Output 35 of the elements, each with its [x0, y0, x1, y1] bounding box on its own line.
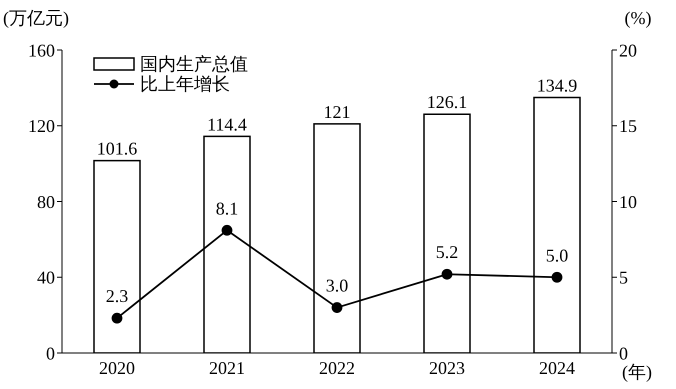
data-label: 134.9 — [536, 76, 578, 96]
point — [112, 312, 122, 324]
data-label: 126.1 — [426, 92, 468, 112]
y2-tick-label: 10 — [619, 192, 637, 212]
y2-tick-label: 0 — [619, 343, 628, 364]
y2-tick-label: 5 — [619, 268, 628, 288]
y-tick-label: 40 — [37, 268, 55, 288]
y-tick-label: 0 — [46, 343, 55, 364]
y-tick-label: 120 — [28, 116, 55, 136]
x-tick-label: 2021 — [209, 358, 245, 378]
x-tick-label: 2023 — [429, 358, 465, 378]
data-label: 2.3 — [106, 286, 128, 306]
point — [442, 268, 452, 280]
x-tick-label: 2024 — [539, 358, 575, 378]
data-label: 3.0 — [326, 276, 348, 296]
data-label: 5.0 — [546, 245, 568, 266]
y-tick-label: 80 — [37, 192, 55, 212]
y2-tick-label: 20 — [619, 40, 637, 60]
x-tick-label: 2020 — [99, 358, 135, 378]
point — [222, 224, 232, 236]
legend-label: 国内生产总值 — [140, 54, 248, 74]
data-label: 5.2 — [436, 242, 458, 262]
legend-label: 比上年增长 — [140, 74, 230, 94]
data-label: 121 — [324, 102, 350, 122]
x-axis-title: (年) — [622, 361, 652, 384]
y-axis-title: (万亿元) — [3, 8, 69, 28]
data-label: 8.1 — [216, 198, 238, 218]
point — [332, 302, 342, 313]
point — [552, 272, 562, 283]
y-tick-label: 160 — [28, 40, 55, 60]
y2-axis-title: (%) — [624, 8, 652, 28]
y2-tick-label: 15 — [619, 116, 637, 136]
x-tick-label: 2022 — [319, 358, 355, 378]
data-label: 101.6 — [96, 138, 138, 159]
data-label: 114.4 — [207, 114, 247, 134]
